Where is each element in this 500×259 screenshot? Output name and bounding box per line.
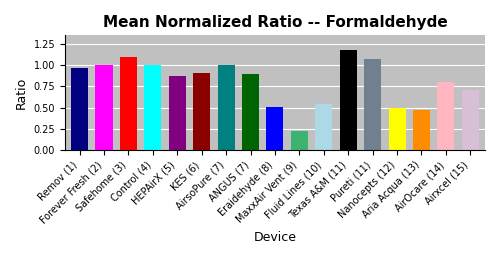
Bar — [438, 82, 454, 150]
Bar — [462, 90, 479, 150]
Bar — [71, 68, 88, 150]
Title: Mean Normalized Ratio -- Formaldehyde: Mean Normalized Ratio -- Formaldehyde — [102, 15, 448, 30]
Bar — [96, 65, 112, 150]
Bar — [266, 107, 283, 150]
Bar — [413, 110, 430, 150]
Bar — [242, 74, 259, 150]
Bar — [340, 50, 357, 150]
Bar — [388, 108, 406, 150]
Bar — [168, 76, 186, 150]
Y-axis label: Ratio: Ratio — [15, 77, 28, 109]
Bar — [193, 73, 210, 150]
Bar — [120, 57, 137, 150]
Bar — [364, 59, 381, 150]
X-axis label: Device: Device — [254, 231, 296, 244]
Bar — [218, 65, 234, 150]
Bar — [291, 131, 308, 150]
Bar — [144, 65, 162, 150]
Bar — [316, 104, 332, 150]
